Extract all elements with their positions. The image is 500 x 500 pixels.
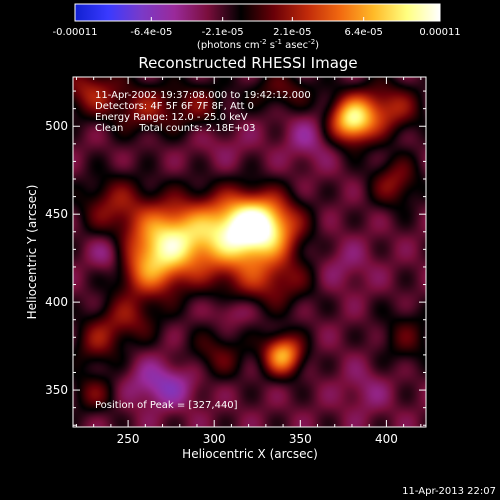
annotation-time-range: 11-Apr-2002 19:37:08.000 to 19:42:12.000 [95,90,311,101]
colorbar [74,3,441,22]
chart-title: Reconstructed RHESSI Image [138,54,357,72]
y-tick-label: 450 [45,207,68,221]
colorbar-unit-label: (photons cm-2 s-1 asec-2) [197,38,319,51]
y-tick-label: 400 [45,295,68,309]
y-tick-label: 350 [45,383,68,397]
footer-timestamp: 11-Apr-2013 22:07 [402,486,496,497]
annotation-clean-counts: Clean Total counts: 2.18E+03 [95,123,255,134]
colorbar-tick-label: -6.4e-05 [130,27,172,38]
x-tick-label: 400 [375,432,398,446]
x-axis-label: Heliocentric X (arcsec) [182,447,318,461]
y-axis-label: Heliocentric Y (arcsec) [25,185,39,320]
peak-position-label: Position of Peak = [327,440] [95,400,238,411]
y-axis: 350 400 450 500 [45,90,426,426]
colorbar-tick-label: 0.00011 [419,27,460,38]
x-tick-label: 300 [203,432,226,446]
x-tick-label: 250 [117,432,140,446]
annotation-detectors: Detectors: 4F 5F 6F 7F 8F, Att 0 [95,101,254,112]
colorbar-tick-label: 6.4e-05 [344,27,382,38]
y-tick-label: 500 [45,119,68,133]
image-map [73,77,426,427]
colorbar-tick-label: 2.1e-05 [273,27,311,38]
colorbar-ticks: -0.00011 -6.4e-05 -2.1e-05 2.1e-05 6.4e-05 0.… [53,17,461,38]
x-tick-label: 350 [289,432,312,446]
plot-frame [72,76,427,428]
annotation-energy-range: Energy Range: 12.0 - 25.0 keV [95,112,248,123]
colorbar-tick-label: -2.1e-05 [202,27,244,38]
heatmap-image [73,77,426,427]
colorbar-tick-label: -0.00011 [53,27,98,38]
x-axis: 250 300 350 400 [75,77,422,446]
